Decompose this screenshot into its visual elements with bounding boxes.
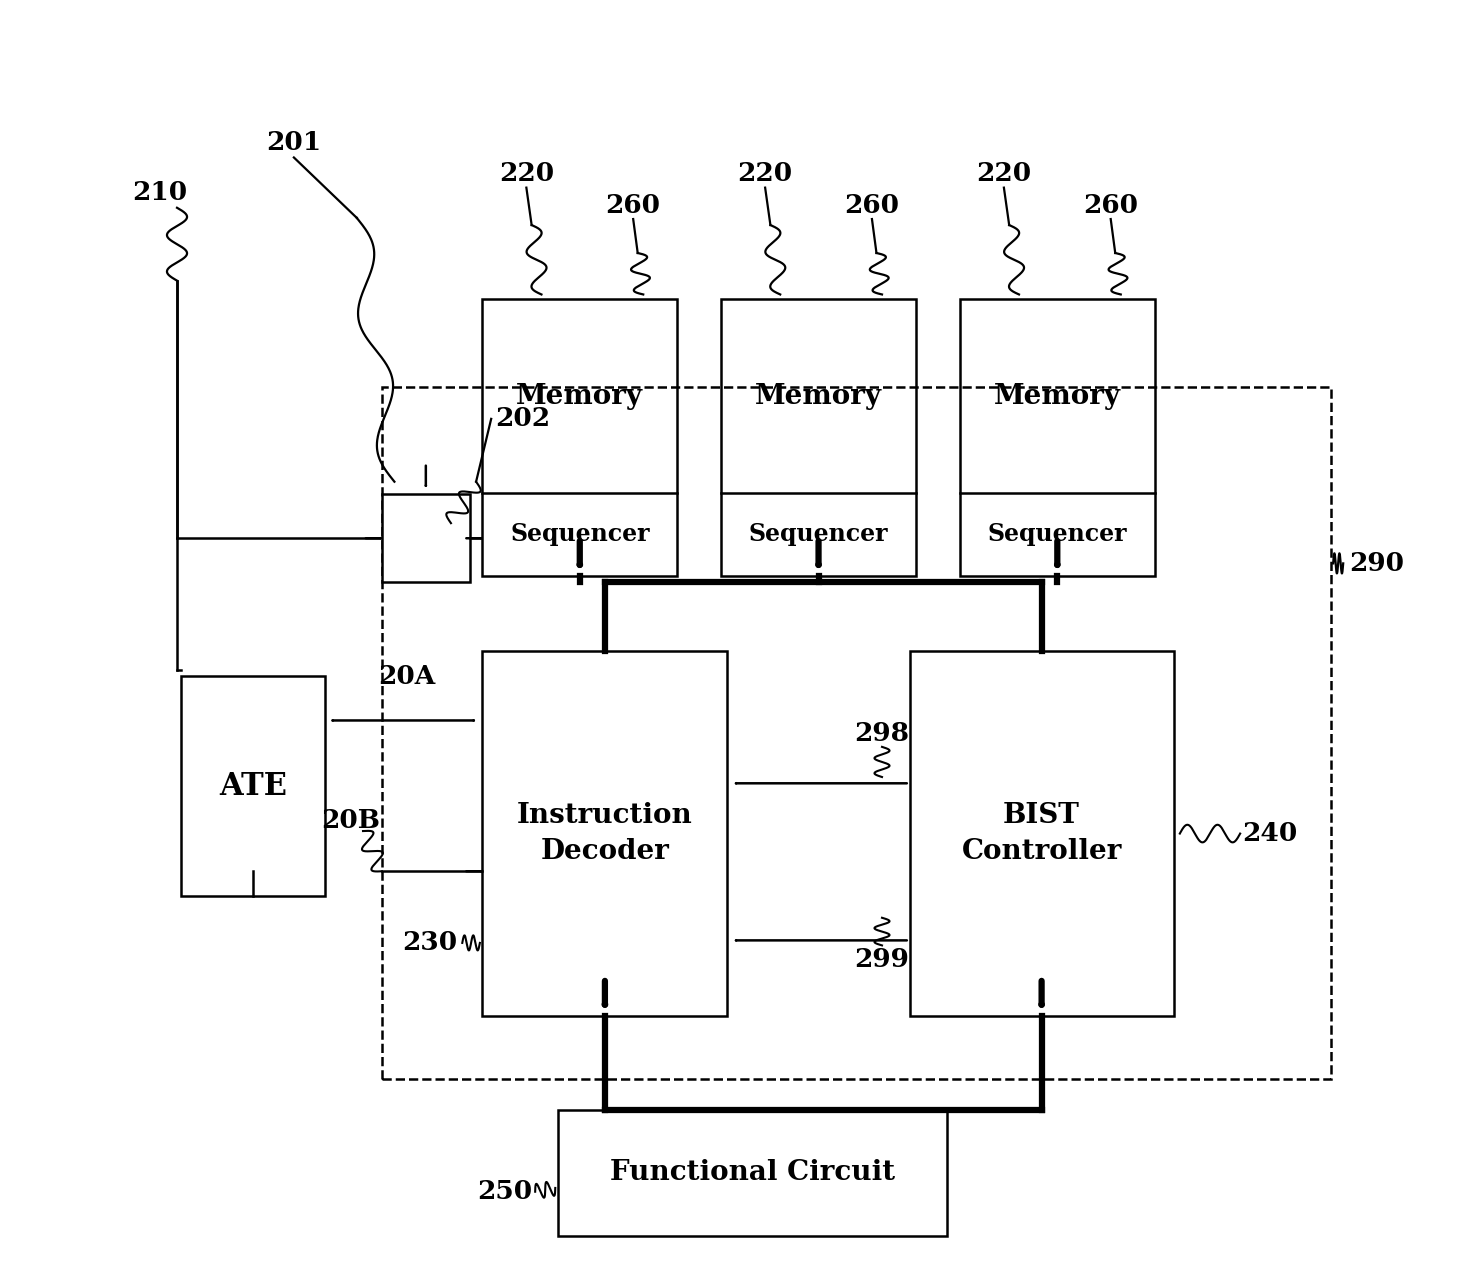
Bar (181, 677, 326, 897)
Text: 290: 290 (1350, 550, 1405, 576)
Text: Instruction
Decoder: Instruction Decoder (517, 802, 693, 865)
Text: 260: 260 (605, 192, 660, 218)
Text: 20B: 20B (321, 808, 380, 834)
Text: 210: 210 (132, 180, 186, 205)
Text: BIST
Controller: BIST Controller (962, 802, 1122, 865)
Bar (961, 300, 1154, 576)
Bar (482, 651, 728, 1016)
Text: 20A: 20A (379, 664, 435, 689)
Text: Memory: Memory (517, 383, 644, 410)
Text: 201: 201 (266, 130, 321, 156)
Text: 298: 298 (854, 721, 910, 745)
Bar (382, 495, 469, 582)
Text: Sequencer: Sequencer (511, 522, 650, 546)
Text: 220: 220 (499, 162, 554, 186)
Bar (558, 1109, 947, 1236)
Bar (721, 300, 916, 576)
Text: 240: 240 (1243, 821, 1298, 846)
Bar (382, 387, 1331, 1079)
Text: 220: 220 (737, 162, 793, 186)
Text: 202: 202 (494, 406, 551, 431)
Text: 230: 230 (403, 930, 457, 955)
Text: 299: 299 (854, 946, 909, 972)
Text: 260: 260 (845, 192, 900, 218)
Text: ATE: ATE (219, 770, 287, 802)
Text: 260: 260 (1083, 192, 1138, 218)
Text: Memory: Memory (993, 383, 1120, 410)
Text: Sequencer: Sequencer (987, 522, 1128, 546)
Text: 220: 220 (977, 162, 1032, 186)
Text: Functional Circuit: Functional Circuit (610, 1159, 895, 1187)
Bar (482, 300, 678, 576)
Text: 250: 250 (478, 1179, 533, 1204)
Text: Memory: Memory (755, 383, 882, 410)
Bar (910, 651, 1174, 1016)
Text: Sequencer: Sequencer (749, 522, 888, 546)
